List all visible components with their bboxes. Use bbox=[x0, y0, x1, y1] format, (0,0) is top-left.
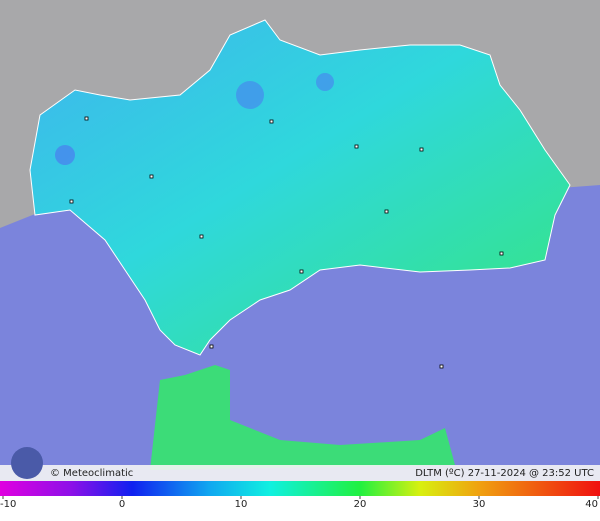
cold-spot bbox=[55, 145, 75, 165]
colorbar-tick-label: -10 bbox=[0, 499, 16, 510]
cold-spot bbox=[316, 73, 334, 91]
colorbar bbox=[0, 481, 600, 496]
colorbar-labels-bg bbox=[0, 496, 600, 517]
colorbar-tick-label: 0 bbox=[119, 499, 125, 510]
caption-bar bbox=[0, 465, 600, 481]
caption: DLTM (ºC) 27-11-2024 @ 23:52 UTC bbox=[415, 468, 594, 479]
colorbar-tick-label: 40 bbox=[585, 499, 598, 510]
colorbar-tick-label: 20 bbox=[354, 499, 367, 510]
andalusia bbox=[29, 19, 571, 356]
stations bbox=[69, 116, 504, 369]
cold-spot bbox=[236, 81, 264, 109]
colorbar-tick-label: 30 bbox=[473, 499, 486, 510]
morocco bbox=[150, 365, 455, 470]
logo bbox=[11, 447, 43, 479]
brand: © Meteoclimatic bbox=[50, 468, 133, 479]
colorbar-tick-label: 10 bbox=[235, 499, 248, 510]
